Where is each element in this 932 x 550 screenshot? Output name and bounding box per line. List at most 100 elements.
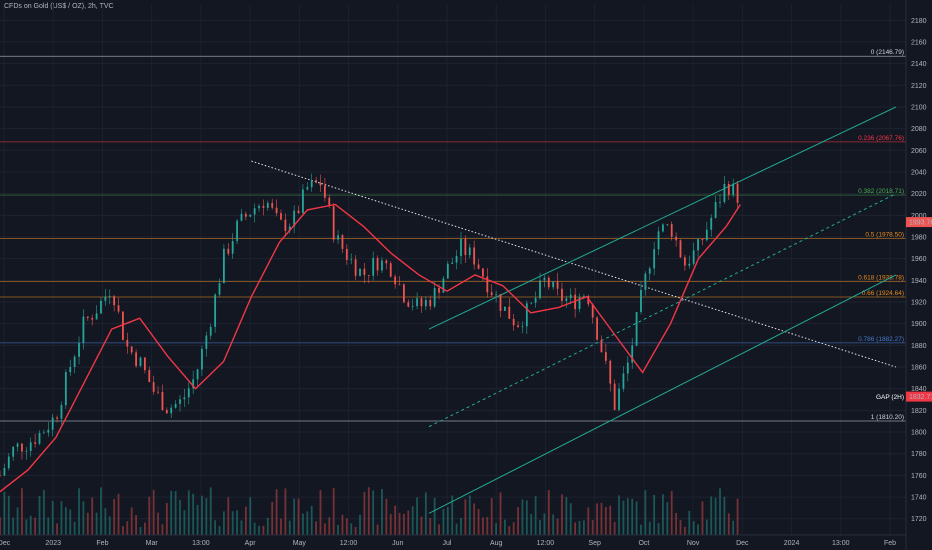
volume-bar [78,488,80,535]
candle-body [214,294,217,327]
candle-body [354,259,357,276]
x-tick-label: Aug [490,540,503,547]
last-price-tag [906,217,932,228]
volume-bar [359,514,361,535]
candle-body [319,182,322,186]
y-tick-label: 1980 [911,234,927,241]
x-tick-label: Nov [687,540,700,547]
y-tick-label: 1800 [911,430,927,437]
volume-bar [288,520,291,535]
candle-body [135,352,137,366]
volume-bar [521,499,524,535]
candle-body [433,288,436,307]
volume-bar [618,495,620,535]
candle-body [508,306,511,319]
volume-bar [683,526,686,535]
candle-body [683,257,686,266]
price-axis[interactable]: 1720 1740 1760 1780 1800 1820 1840 1860 1880 1900… [905,0,927,550]
candle-body [174,403,177,408]
candle-body [552,281,555,288]
volume-bar [657,523,660,535]
candle-body [183,397,186,400]
x-tick-label: Jul [443,540,452,547]
volume-bar [354,526,357,535]
volume-bar [205,498,208,535]
candle-body [429,299,432,307]
candle-body [539,280,541,299]
y-tick-label: 2140 [911,61,927,68]
volume-bar [135,515,137,535]
volume-bar [446,507,449,535]
volume-bar [490,498,493,535]
trendline-channel-lower [428,274,897,514]
candle-body [310,180,313,188]
volume-bar [310,505,313,535]
volume-bar [293,498,296,535]
volume-bar [25,519,28,535]
candle-body [231,241,234,254]
volume-bar [64,507,67,535]
volume-bar [561,494,563,535]
volume-bar [429,518,432,535]
volume-bar [626,498,629,535]
gap-price-tag [906,391,932,402]
candle-body [372,258,375,276]
candle-body [25,450,28,452]
volume-bar [345,518,348,535]
candle-body [376,258,379,271]
candle-body [723,184,726,203]
volume-bar [508,526,511,535]
volume-bar [442,508,445,535]
candle-body [280,213,282,220]
candle-body [293,210,296,227]
candle-body [82,316,85,344]
volume-bar [253,522,256,535]
volume-bar [499,492,502,535]
volume-bar [635,501,638,535]
x-tick-label: Apr [245,540,257,547]
candle-body [596,317,598,340]
candle-body [201,348,203,370]
volume-bar [525,500,528,535]
candle-body [157,391,159,393]
candle-body [666,224,669,225]
candle-body [719,202,721,203]
volume-bar [675,512,678,535]
candle-body [490,292,493,296]
volume-bar [29,515,32,535]
volume-bar [214,520,217,535]
volume-bar [451,495,454,535]
candle-body [126,339,129,347]
volume-bar [543,513,546,535]
candle-body [635,312,638,346]
candle-body [104,296,107,301]
candle-body [381,260,383,271]
volume-bar [152,489,155,535]
volume-bar [578,521,581,535]
candle-body [710,217,713,230]
volume-bar [350,523,353,535]
y-tick-label: 2160 [911,39,927,46]
candle-body [258,205,260,209]
volume-bar [644,490,647,535]
candle-body [187,388,190,398]
time-axis[interactable]: Dec 2023 Feb Mar 13:00 Apr May 12:00 Jun Jul Aug 12… [0,534,906,547]
last-price-value: 1993.76 [909,220,932,227]
candle-body [600,339,603,353]
volume-bar [613,522,616,535]
volume-bar [337,524,339,535]
volume-bar [183,510,186,535]
volume-bar [7,495,10,535]
candle-body [587,296,590,305]
volume-bar [60,501,63,535]
volume-bar [69,509,72,535]
volume-bar [596,503,598,535]
x-tick-label: Jun [392,540,403,547]
volume-bar [82,501,85,535]
volume-bar [38,496,41,535]
candle-body [262,205,265,208]
y-tick-label: 1840 [911,386,927,393]
candle-body [284,219,287,231]
fib-label: 0.786 (1882.27) [858,336,904,343]
